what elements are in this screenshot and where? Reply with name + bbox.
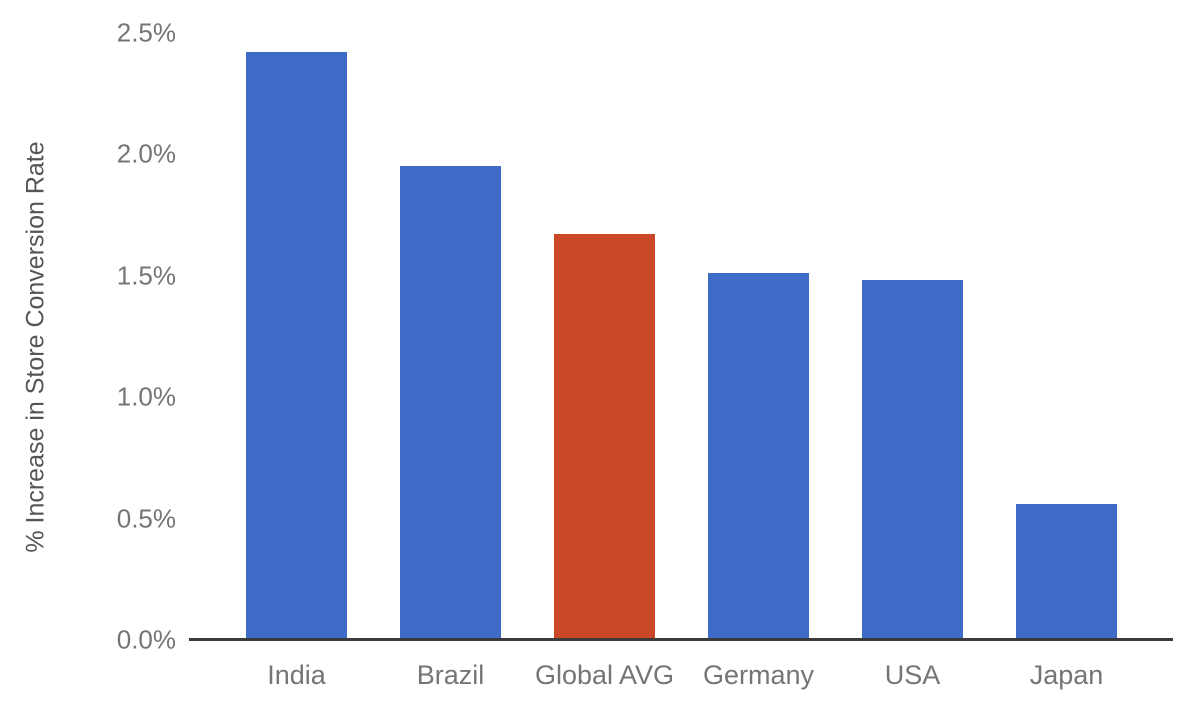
bar-germany	[708, 273, 809, 640]
x-tick-label-japan: Japan	[1029, 660, 1104, 690]
x-tick-label-usa: USA	[884, 660, 941, 690]
y-tick-label-1-0-: 1.0%	[116, 381, 176, 412]
x-tick-label-brazil: Brazil	[416, 660, 485, 690]
bar-japan	[1016, 503, 1117, 640]
y-tick-label-0-5-: 0.5%	[116, 503, 176, 533]
y-tick-label-2-0-: 2.0%	[116, 138, 176, 169]
y-tick-label-2-5-: 2.5%	[116, 17, 176, 47]
x-axis-line	[189, 638, 1173, 641]
x-tick-label-india: India	[267, 660, 326, 690]
bar-brazil	[400, 166, 501, 640]
x-tick-label-germany: Germany	[702, 660, 815, 690]
y-tick-label-1-5-: 1.5%	[116, 260, 176, 290]
x-tick-label-global-avg: Global AVG	[534, 660, 675, 690]
bar-global-avg	[554, 234, 655, 640]
y-tick-label-0-0-: 0.0%	[116, 624, 176, 655]
bar-usa	[862, 280, 963, 640]
bar-india	[246, 51, 347, 640]
